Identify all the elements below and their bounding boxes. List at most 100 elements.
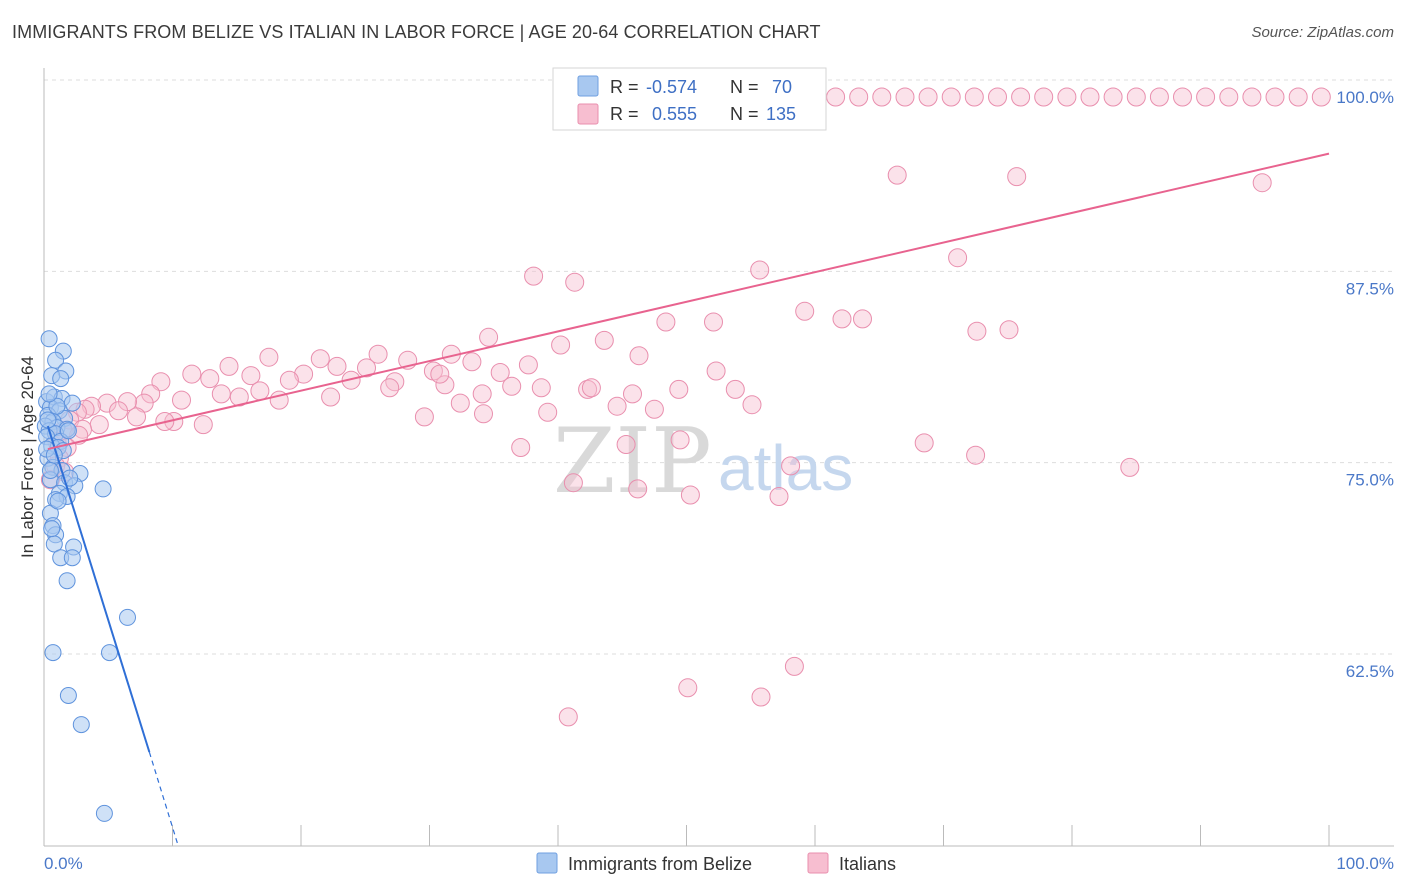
belize-point-44 xyxy=(44,644,62,662)
belize-point-55 xyxy=(49,492,67,510)
italians-point-19 xyxy=(1126,87,1146,107)
italians-point-31 xyxy=(948,248,968,268)
bottom-legend-label-belize: Immigrants from Belize xyxy=(568,854,752,874)
y-tick-label-2: 75.0% xyxy=(1346,471,1394,490)
italians-point-55 xyxy=(357,358,376,378)
italians-point-53 xyxy=(219,356,239,376)
italians-point-106 xyxy=(474,404,493,424)
belize-point-45 xyxy=(101,644,118,662)
chart-title: IMMIGRANTS FROM BELIZE VS ITALIAN IN LAB… xyxy=(12,22,821,42)
belize-point-43 xyxy=(119,608,136,626)
italians-point-118 xyxy=(1120,457,1140,477)
italians-point-28 xyxy=(1007,167,1027,187)
italians-point-9 xyxy=(895,87,915,107)
belize-point-57 xyxy=(40,385,58,403)
belize-point-0 xyxy=(40,330,58,348)
italians-point-126 xyxy=(558,707,578,727)
y-axis-title: In Labor Force | Age 20-64 xyxy=(18,356,37,558)
y-tick-labels: 100.0% 87.5% 75.0% 62.5% xyxy=(1336,88,1394,681)
belize-trend-extension xyxy=(148,751,179,845)
y-tick-label-0: 100.0% xyxy=(1336,88,1394,107)
y-tick-label-3: 62.5% xyxy=(1346,662,1394,681)
legend-r-label-belize: R = xyxy=(610,77,639,97)
italians-point-112 xyxy=(511,438,531,457)
italians-point-108 xyxy=(538,402,558,422)
italians-point-69 xyxy=(531,378,551,398)
italians-trend-line xyxy=(47,152,1330,451)
italians-point-105 xyxy=(450,393,470,413)
italians-point-62 xyxy=(200,369,220,389)
italians-point-100 xyxy=(669,379,689,399)
italians-point-22 xyxy=(1196,87,1216,107)
x-ticks xyxy=(43,825,1330,846)
italians-point-73 xyxy=(229,387,249,407)
italians-point-101 xyxy=(607,396,627,416)
italians-point-58 xyxy=(706,361,726,381)
italians-point-6 xyxy=(826,87,846,107)
italians-point-16 xyxy=(1057,87,1077,107)
italians-point-103 xyxy=(725,379,745,399)
italians-point-29 xyxy=(887,165,907,185)
italians-point-25 xyxy=(1265,87,1285,107)
x-tick-label-min: 0.0% xyxy=(44,854,83,873)
bottom-legend-swatch-belize xyxy=(536,852,558,874)
italians-point-48 xyxy=(259,347,279,367)
italians-point-98 xyxy=(581,378,601,398)
italians-point-72 xyxy=(211,384,231,404)
italians-point-60 xyxy=(182,364,202,384)
italians-point-36 xyxy=(832,309,852,329)
italians-point-109 xyxy=(380,378,400,398)
italians-point-128 xyxy=(430,364,450,384)
y-tick-label-1: 87.5% xyxy=(1346,279,1394,298)
italians-point-59 xyxy=(294,364,314,384)
italians-point-111 xyxy=(250,381,270,401)
italians-point-116 xyxy=(914,433,934,453)
watermark-atlas: atlas xyxy=(718,432,853,504)
bottom-legend-swatch-italians xyxy=(807,852,829,874)
italians-point-8 xyxy=(872,87,892,107)
italians-point-66 xyxy=(385,372,405,392)
italians-point-18 xyxy=(1103,87,1123,107)
italians-point-45 xyxy=(368,344,388,364)
italians-point-42 xyxy=(479,327,499,347)
italians-point-57 xyxy=(490,363,510,382)
legend: R = -0.574 N = 70 R = 0.555 N = 135 xyxy=(552,67,827,131)
italians-point-51 xyxy=(462,352,482,372)
italians-point-117 xyxy=(966,445,986,465)
italians-point-38 xyxy=(704,312,723,332)
watermark: ZIP atlas xyxy=(553,409,853,514)
italians-point-7 xyxy=(849,87,869,107)
italians-point-27 xyxy=(1311,87,1331,107)
italians-point-124 xyxy=(678,678,698,698)
italians-point-83 xyxy=(127,407,146,427)
legend-n-value-italians: 135 xyxy=(766,104,796,124)
italians-point-102 xyxy=(644,399,664,419)
italians-point-32 xyxy=(750,260,770,280)
bottom-legend-label-italians: Italians xyxy=(839,854,896,874)
belize-trend-line xyxy=(46,425,151,753)
bottom-legend: Immigrants from Belize Italians xyxy=(536,852,896,874)
italians-point-99 xyxy=(623,384,642,404)
legend-n-label-belize: N = xyxy=(730,77,759,97)
belize-point-47 xyxy=(72,716,90,734)
belize-point-50 xyxy=(48,397,66,415)
italians-point-110 xyxy=(321,387,341,407)
italians-point-26 xyxy=(1288,87,1308,107)
italians-point-14 xyxy=(1011,87,1031,107)
legend-n-label-italians: N = xyxy=(730,104,759,124)
series-italians xyxy=(40,87,1331,727)
italians-point-23 xyxy=(1219,87,1239,107)
italians-point-47 xyxy=(629,346,649,366)
italians-point-78 xyxy=(97,393,117,413)
italians-point-40 xyxy=(999,320,1019,340)
italians-point-127 xyxy=(472,384,492,404)
belize-point-58 xyxy=(59,422,77,440)
italians-point-17 xyxy=(1080,87,1100,107)
italians-point-49 xyxy=(310,349,330,369)
belize-point-31 xyxy=(94,480,112,498)
series-belize xyxy=(36,330,136,822)
italians-point-39 xyxy=(853,309,872,329)
italians-point-119 xyxy=(563,473,583,493)
italians-point-88 xyxy=(89,415,109,435)
italians-point-71 xyxy=(141,384,161,404)
